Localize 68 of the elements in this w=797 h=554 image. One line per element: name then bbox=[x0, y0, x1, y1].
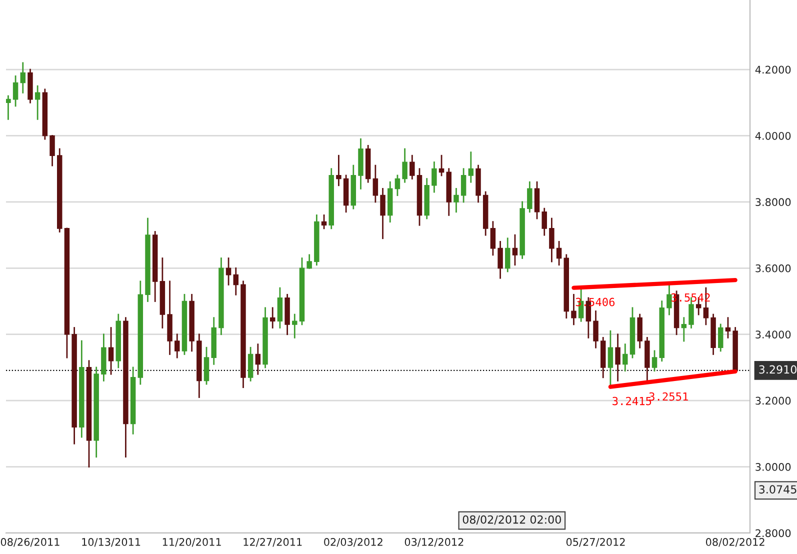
annotation: 08/02/2012 02:00 bbox=[462, 515, 561, 525]
y-tick-label: 2.8000 bbox=[756, 529, 791, 538]
candlestick bbox=[549, 218, 554, 262]
candlestick bbox=[248, 346, 254, 382]
x-tick-label: 02/03/2012 bbox=[324, 538, 382, 547]
candlestick bbox=[615, 334, 620, 382]
candlestick bbox=[454, 188, 459, 213]
candlestick bbox=[534, 181, 540, 220]
candlestick bbox=[336, 154, 342, 186]
y-tick-label: 3.2000 bbox=[756, 396, 791, 405]
x-tick-label: 08/26/2011 bbox=[0, 538, 60, 547]
candlestick bbox=[321, 214, 327, 230]
candlestick bbox=[402, 148, 408, 183]
candlestick bbox=[233, 267, 239, 296]
data-label: 3.2415 bbox=[612, 396, 652, 406]
candlestick bbox=[490, 221, 496, 256]
text: 3.0745 bbox=[759, 485, 796, 494]
x-tick-label: 08/02/2012 bbox=[706, 538, 764, 547]
candlestick bbox=[270, 307, 276, 328]
candlestick bbox=[12, 75, 18, 107]
candlestick bbox=[593, 310, 598, 348]
candlestick bbox=[556, 240, 562, 266]
x-tick-label: 03/12/2012 bbox=[404, 538, 464, 547]
candlestick bbox=[498, 240, 503, 279]
candlestick bbox=[255, 344, 261, 375]
data-label: 3.2551 bbox=[649, 392, 688, 401]
candlestick bbox=[292, 314, 298, 338]
candlestick bbox=[306, 254, 312, 269]
candlestick bbox=[681, 317, 687, 342]
candlestick bbox=[226, 258, 232, 286]
candlestick bbox=[512, 234, 518, 266]
candlestick bbox=[468, 152, 474, 183]
candlestick bbox=[204, 346, 210, 385]
y-tick-label: 3.6000 bbox=[756, 264, 791, 272]
candlestick bbox=[637, 314, 642, 348]
candlestick bbox=[394, 174, 400, 196]
candlestick bbox=[571, 294, 576, 326]
candlestick bbox=[50, 135, 55, 166]
candlestick bbox=[20, 62, 26, 94]
y-tick-label: 3.4000 bbox=[756, 330, 791, 338]
x-tick-label: 11/20/2011 bbox=[162, 538, 221, 547]
candlestick bbox=[277, 287, 283, 328]
ref-line-label: 3.2910 bbox=[759, 365, 796, 374]
candlestick bbox=[6, 95, 11, 120]
candlestick bbox=[438, 154, 444, 176]
candlestick bbox=[108, 327, 114, 375]
candlestick bbox=[622, 344, 628, 372]
candlestick bbox=[718, 324, 724, 352]
candlestick bbox=[372, 164, 378, 203]
x-tick-label: 10/13/2011 bbox=[82, 538, 140, 547]
candlestick bbox=[725, 317, 731, 338]
candlestick bbox=[432, 162, 437, 193]
candlestick bbox=[505, 238, 510, 272]
candlestick bbox=[542, 208, 547, 236]
x-tick-label: 05/27/2012 bbox=[566, 538, 625, 547]
y-tick-label: 4.0000 bbox=[755, 132, 791, 140]
candlestick bbox=[652, 350, 658, 372]
candlestick bbox=[460, 168, 466, 203]
candlestick bbox=[410, 154, 415, 180]
y-tick-label: 3.8000 bbox=[756, 198, 791, 206]
candlestick bbox=[380, 188, 386, 240]
candlestick bbox=[174, 334, 180, 358]
candlestick bbox=[527, 181, 532, 213]
y-tick-label: 3.0000 bbox=[756, 463, 791, 471]
candlestick bbox=[34, 85, 40, 120]
candlestick bbox=[666, 284, 672, 316]
x-tick-label: 12/27/2011 bbox=[244, 538, 302, 547]
y-tick-label: 4.2000 bbox=[755, 66, 791, 74]
